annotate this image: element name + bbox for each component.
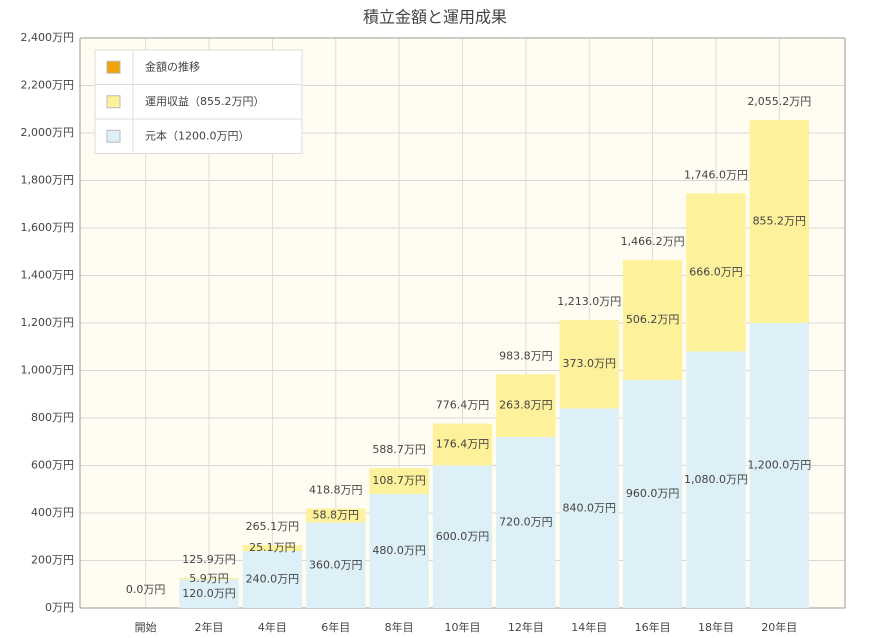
legend-box [94,49,303,154]
y-tick-label: 1,200万円 [21,316,75,329]
data-label: 666.0万円 [689,265,743,278]
bar-segment [686,351,746,608]
x-tick-label: 8年目 [385,620,414,634]
bar-segment [559,319,619,409]
y-tick-label: 800万円 [31,411,74,424]
bar-segment [242,551,303,608]
x-tick-label: 10年目 [445,620,481,634]
y-tick-label: 1,600万円 [21,221,75,234]
bar-segment [496,437,556,608]
bar-segment [369,468,429,494]
y-tick-label: 400万円 [31,506,74,519]
bar-segment [749,119,809,323]
total-label: 983.8万円 [499,349,553,362]
data-label: 720.0万円 [499,516,553,529]
data-label: 480.0万円 [372,544,426,557]
data-label: 506.2万円 [626,313,680,326]
data-label: 263.8万円 [499,399,553,412]
bar-segment [559,408,619,608]
total-label: 1,213.0万円 [557,295,621,308]
y-tick-label: 600万円 [31,459,74,472]
bar-segment [306,508,366,523]
bar-segment [432,465,493,608]
data-label: 840.0万円 [562,501,616,514]
x-tick-label: 6年目 [321,620,350,634]
data-label: 25.1万円 [249,541,296,554]
y-tick-label: 1,000万円 [21,364,75,377]
total-label: 1,466.2万円 [621,235,685,248]
bar-segment [432,423,493,466]
bar-segment [179,579,239,608]
data-label: 855.2万円 [753,214,807,227]
bar-segment [369,494,429,608]
data-label: 1,080.0万円 [684,473,748,486]
total-label: 265.1万円 [246,520,300,533]
x-tick-label: 20年目 [761,620,797,634]
total-label: 776.4万円 [436,399,490,412]
bar-segment [242,545,303,551]
total-label: 588.7万円 [372,443,426,456]
y-tick-label: 2,200万円 [21,79,75,92]
data-label: 108.7万円 [372,474,426,487]
legend-label: 金額の推移 [145,59,200,73]
total-label: 418.8万円 [309,484,363,497]
y-tick-label: 2,400万円 [21,31,75,44]
bar-segment [622,380,683,608]
data-label: 5.9万円 [189,572,229,585]
bar-segment [306,522,366,608]
data-label: 373.0万円 [562,357,616,370]
x-tick-label: 開始 [135,620,157,634]
bar-segment [179,578,239,580]
total-label: 125.9万円 [182,553,236,566]
total-label: 2,055.2万円 [747,95,811,108]
x-tick-label: 18年目 [698,620,734,634]
x-tick-label: 16年目 [635,620,671,634]
data-label: 600.0万円 [436,530,490,543]
data-label: 240.0万円 [246,573,300,586]
total-label: 1,746.0万円 [684,168,748,181]
data-label: 1,200.0万円 [747,459,811,472]
x-tick-label: 2年目 [195,620,224,634]
y-tick-label: 2,000万円 [21,126,75,139]
x-tick-label: 12年目 [508,620,544,634]
x-tick-label: 14年目 [571,620,607,634]
legend-swatch [106,60,121,74]
legend-label: 運用収益（855.2万円） [145,94,265,108]
y-tick-label: 0万円 [45,601,74,614]
legend-label: 元本（1200.0万円） [145,128,250,142]
bar-segment [496,374,556,437]
bar-segment [686,193,746,352]
data-label: 360.0万円 [309,558,363,571]
data-label: 176.4万円 [436,438,490,451]
x-tick-label: 4年目 [258,620,287,634]
legend-swatch [106,95,121,109]
legend-swatch [106,129,121,143]
chart-title: 積立金額と運用成果 [363,8,507,27]
total-label: 0.0万円 [126,583,166,596]
y-tick-label: 1,400万円 [21,269,75,282]
data-label: 58.8万円 [313,509,360,522]
data-label: 120.0万円 [182,587,236,600]
data-label: 960.0万円 [626,487,680,500]
y-tick-label: 1,800万円 [21,174,75,187]
y-tick-label: 200万円 [31,554,74,567]
bar-segment [622,259,683,380]
bar-segment [749,323,809,608]
